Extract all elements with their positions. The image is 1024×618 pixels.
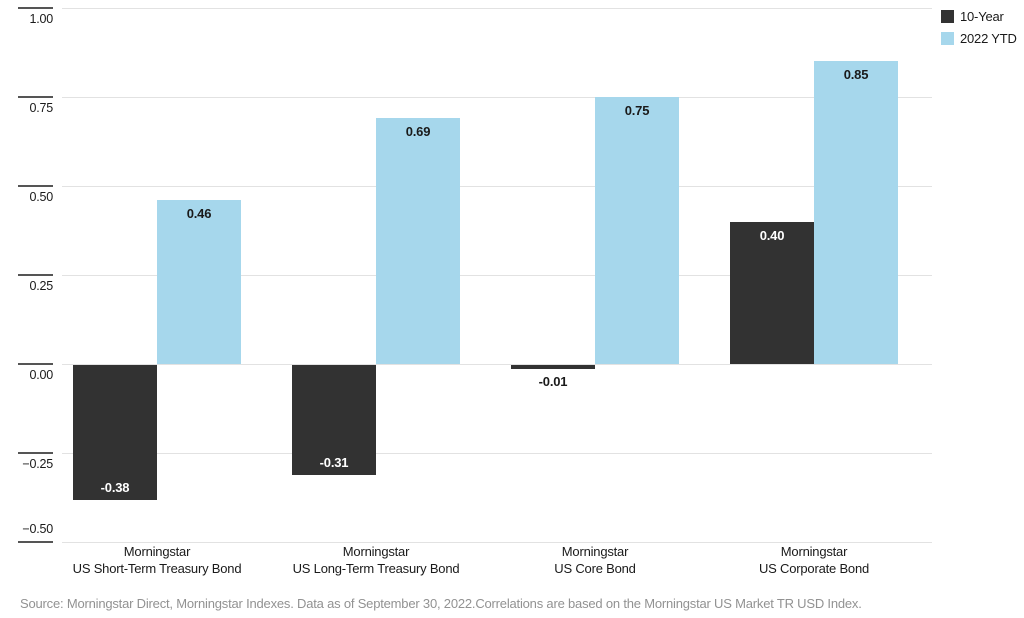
category-label-0: Morningstar US Short-Term Treasury Bond <box>37 543 277 577</box>
bar-series1-cat2 <box>595 97 679 364</box>
y-axis-tick <box>18 363 53 365</box>
bar-series0-cat0 <box>73 365 157 500</box>
bar-series1-cat3 <box>814 61 898 364</box>
bar-value-label: 0.46 <box>186 206 212 221</box>
y-axis-tick <box>18 7 53 9</box>
gridline <box>62 186 932 187</box>
category-label-1: Morningstar US Long-Term Treasury Bond <box>256 543 496 577</box>
bar-series1-cat1 <box>376 118 460 364</box>
gridline <box>62 453 932 454</box>
y-axis-tick <box>18 541 53 543</box>
bar-series0-cat3 <box>730 222 814 364</box>
y-axis-tick <box>18 185 53 187</box>
source-note: Source: Morningstar Direct, Morningstar … <box>20 596 862 611</box>
y-axis-tick-label: −0.25 <box>22 457 53 471</box>
y-axis-tick-label: 0.50 <box>29 190 53 204</box>
gridline <box>62 8 932 9</box>
y-axis-tick <box>18 96 53 98</box>
bar-series0-cat1 <box>292 365 376 475</box>
category-label-3: Morningstar US Corporate Bond <box>694 543 934 577</box>
bar-value-label: 0.40 <box>759 228 785 243</box>
bar-value-label: -0.38 <box>100 480 130 495</box>
category-label-line: US Short-Term Treasury Bond <box>72 561 242 576</box>
gridline <box>62 364 932 365</box>
category-label-line: US Corporate Bond <box>758 561 870 576</box>
legend-swatch-2022-ytd <box>941 31 954 45</box>
bar-value-label: -0.31 <box>319 455 349 470</box>
bar-series1-cat0 <box>157 200 241 364</box>
category-label-line: Morningstar <box>123 544 191 559</box>
gridline <box>62 97 932 98</box>
bar-value-label: 0.69 <box>405 124 431 139</box>
y-axis-tick-label: 1.00 <box>29 12 53 26</box>
y-axis-tick-label: 0.00 <box>29 368 53 382</box>
legend: 10-Year 2022 YTD <box>941 8 1017 52</box>
category-label-line: Morningstar <box>780 544 848 559</box>
gridline <box>62 542 932 543</box>
category-label-line: US Long-Term Treasury Bond <box>292 561 460 576</box>
category-label-line: Morningstar <box>561 544 629 559</box>
bar-value-label: 0.85 <box>843 67 869 82</box>
legend-item-2022-ytd: 2022 YTD <box>941 30 1017 46</box>
y-axis-tick-label: −0.50 <box>22 522 53 536</box>
legend-label-10-year: 10-Year <box>960 8 1004 24</box>
gridline <box>62 275 932 276</box>
legend-swatch-10-year <box>941 9 954 23</box>
y-axis-tick-label: 0.75 <box>29 101 53 115</box>
category-label-line: Morningstar <box>342 544 410 559</box>
y-axis-tick <box>18 274 53 276</box>
legend-item-10-year: 10-Year <box>941 8 1017 24</box>
category-label-2: Morningstar US Core Bond <box>475 543 715 577</box>
category-label-line: US Core Bond <box>554 561 636 576</box>
y-axis-tick-label: 0.25 <box>29 279 53 293</box>
bar-value-label: 0.75 <box>624 103 650 118</box>
y-axis-tick <box>18 452 53 454</box>
bar-value-label: -0.01 <box>538 374 568 389</box>
bar-series0-cat2 <box>511 365 595 369</box>
legend-label-2022-ytd: 2022 YTD <box>960 30 1017 46</box>
